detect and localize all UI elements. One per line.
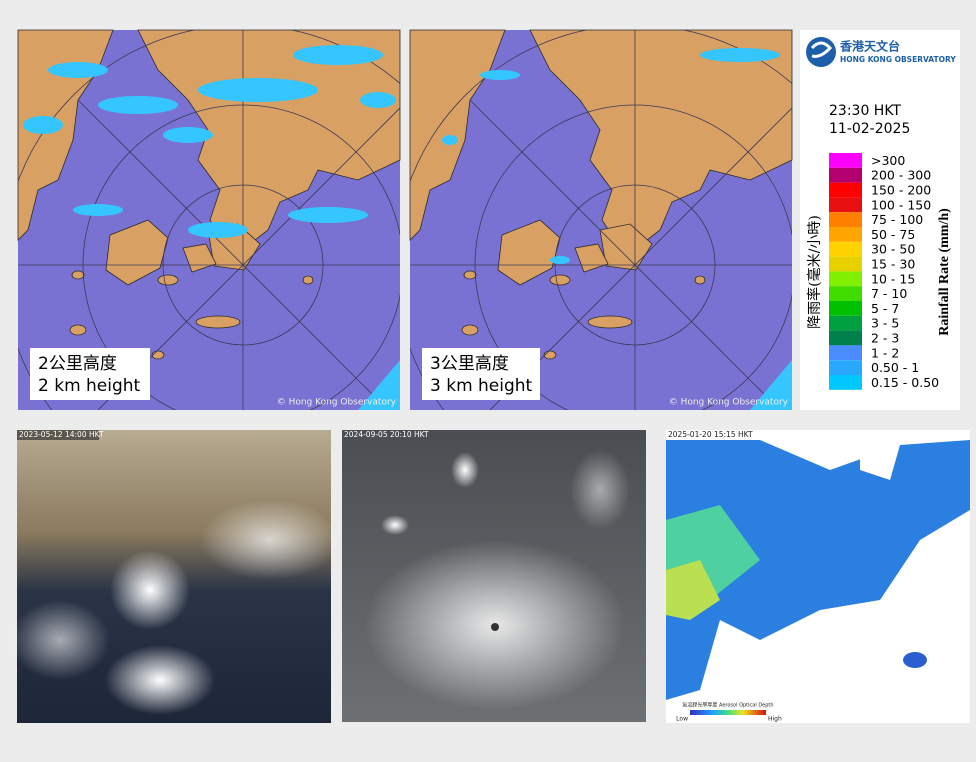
legend: 香港天文台 HONG KONG OBSERVATORY 23:30 HKT 11… (800, 30, 960, 410)
legend-swatch (829, 153, 862, 168)
time: 23:30 HKT (829, 103, 901, 119)
legend-swatch (829, 182, 862, 198)
legend-swatch (829, 301, 862, 316)
legend-label: 15 - 30 (871, 257, 915, 272)
legend-swatch (829, 212, 862, 227)
legend-swatch (829, 345, 862, 361)
satellite-panel: 2023-05-12 14:00 HKT (10, 430, 340, 723)
legend-swatch (829, 227, 862, 242)
colorbar-low: Low (676, 716, 688, 723)
legend-label: >300 (871, 153, 905, 168)
legend-label: 30 - 50 (871, 242, 915, 257)
radar-panel: 3公里高度 3 km height © Hong Kong Observator… (395, 25, 875, 505)
label-box (30, 348, 150, 400)
credit: © Hong Kong Observatory (277, 398, 397, 408)
legend-label: 100 - 150 (871, 197, 931, 212)
legend-swatch (829, 375, 862, 390)
logo-en: HONG KONG OBSERVATORY (840, 55, 956, 64)
timestamp: 2024-09-05 20:10 HKT (344, 430, 429, 439)
legend-label: 1 - 2 (871, 345, 899, 360)
legend-swatch (829, 271, 862, 287)
legend-label: 2 - 3 (871, 331, 899, 346)
timestamp: 2023-05-12 14:00 HKT (19, 430, 104, 439)
legend-label: 0.50 - 1 (871, 360, 919, 375)
legend-label: 7 - 10 (871, 286, 907, 301)
legend-label: 3 - 5 (871, 316, 899, 331)
satellite-panel: 2024-09-05 20:10 HKT (342, 430, 646, 722)
panel-label-en: 3 km height (430, 376, 533, 396)
legend-label: 5 - 7 (871, 301, 899, 316)
logo-zh: 香港天文台 (839, 39, 900, 54)
panel-label-zh: 3公里高度 (430, 354, 509, 374)
legend-label: 50 - 75 (871, 227, 915, 242)
satellite-panel: 2025-01-20 15:15 HKT 氣溶膠光學厚度 Aerosol Opt… (666, 430, 970, 723)
legend-swatch (829, 241, 862, 257)
legend-swatch (829, 167, 862, 183)
legend-swatch (829, 315, 862, 331)
legend-swatch (829, 286, 862, 301)
axis-title-en: Rainfall Rate (mm/h) (937, 208, 952, 336)
colorbar-high: High (768, 716, 782, 723)
colorbar (690, 710, 766, 715)
legend-swatch (829, 360, 862, 375)
date: 11-02-2025 (829, 121, 910, 137)
axis-title-zh: 降雨率(毫米/小時) (806, 215, 823, 329)
radar-panel: 2公里高度 2 km height © Hong Kong Observator… (3, 25, 483, 505)
credit: © Hong Kong Observatory (669, 398, 789, 408)
colorbar-title: 氣溶膠光學厚度 Aerosol Optical Depth (682, 702, 773, 709)
legend-swatch (829, 256, 862, 272)
legend-label: 10 - 15 (871, 271, 915, 286)
panel-label-en: 2 km height (38, 376, 141, 396)
panel-label-zh: 2公里高度 (38, 354, 117, 374)
legend-label: 75 - 100 (871, 212, 923, 227)
legend-label: 150 - 200 (871, 183, 931, 198)
legend-swatch (829, 330, 862, 346)
label-box (422, 348, 540, 400)
legend-label: 200 - 300 (871, 168, 931, 183)
timestamp: 2025-01-20 15:15 HKT (668, 430, 753, 439)
legend-label: 0.15 - 0.50 (871, 375, 939, 390)
legend-swatch (829, 197, 862, 213)
